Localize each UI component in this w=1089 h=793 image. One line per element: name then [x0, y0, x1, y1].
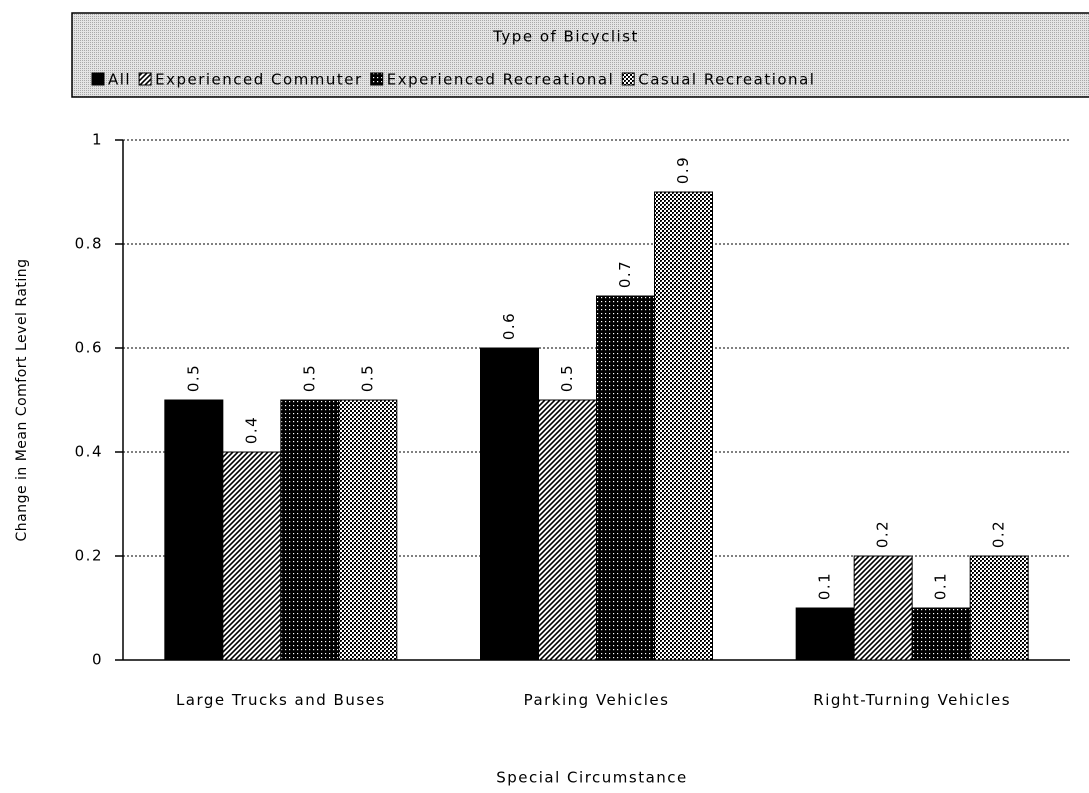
- bar: [911, 607, 971, 661]
- data-label: 0.7: [616, 260, 634, 288]
- bar: [853, 555, 913, 661]
- y-tick-label: 0: [92, 651, 103, 669]
- y-tick-label: 0.8: [75, 235, 103, 253]
- x-tick-label: Large Trucks and Buses: [175, 691, 386, 709]
- bar: [222, 451, 282, 661]
- legend-label: All: [108, 71, 131, 89]
- data-label: 0.2: [874, 520, 892, 548]
- data-label: 0.2: [990, 520, 1008, 548]
- bar: [480, 347, 539, 661]
- legend-label: Experienced Recreational: [387, 71, 615, 89]
- data-label: 0.1: [816, 572, 834, 600]
- legend-box: [71, 12, 1089, 98]
- bar: [795, 607, 855, 661]
- bar: [280, 399, 340, 661]
- legend-swatch: [621, 72, 635, 86]
- legend-swatch: [370, 72, 384, 86]
- bar: [969, 555, 1029, 661]
- bar: [164, 399, 224, 661]
- y-tick-label: 0.6: [75, 339, 103, 357]
- y-tick-label: 0.4: [75, 443, 103, 461]
- data-label: 0.1: [932, 572, 950, 600]
- legend-label: Experienced Commuter: [155, 71, 363, 89]
- legend-swatch: [138, 72, 152, 86]
- bar: [338, 399, 398, 661]
- x-axis-label: Special Circumstance: [496, 769, 688, 787]
- bar: [538, 399, 597, 661]
- data-label: 0.6: [500, 312, 518, 340]
- data-label: 0.5: [358, 364, 376, 392]
- data-label: 0.9: [674, 156, 692, 184]
- y-tick-label: 1: [92, 131, 103, 149]
- data-label: 0.5: [300, 364, 318, 392]
- legend-title: Type of Bicyclist: [492, 28, 639, 46]
- bar: [596, 295, 655, 661]
- x-tick-label: Parking Vehicles: [523, 691, 670, 709]
- x-tick-label: Right-Turning Vehicles: [813, 691, 1012, 709]
- data-label: 0.5: [558, 364, 576, 392]
- bar: [654, 191, 713, 661]
- y-axis-label: Change in Mean Comfort Level Rating: [14, 258, 30, 541]
- data-label: 0.4: [242, 416, 260, 444]
- legend-swatch: [91, 72, 105, 86]
- legend-label: Casual Recreational: [638, 71, 815, 89]
- data-label: 0.5: [184, 364, 202, 392]
- y-tick-label: 0.2: [75, 547, 103, 565]
